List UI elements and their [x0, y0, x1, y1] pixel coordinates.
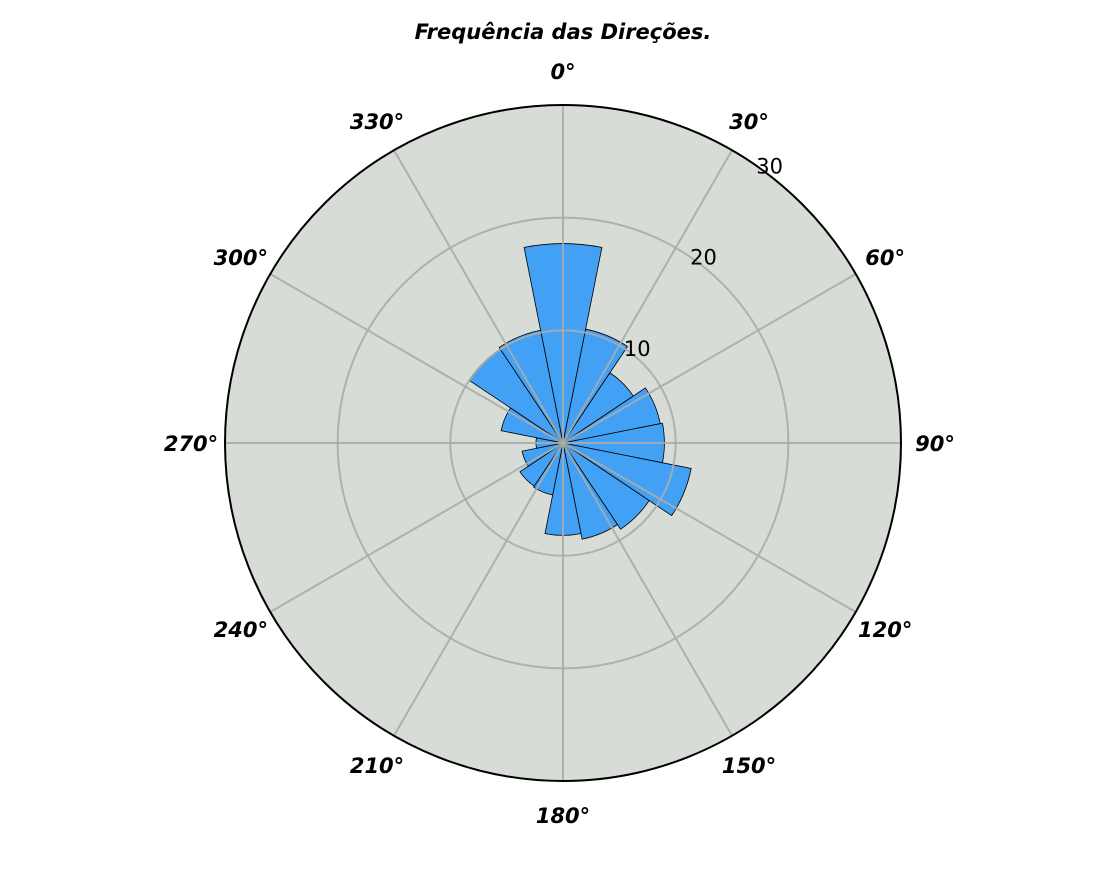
- r-tick-label-1: 20: [690, 246, 717, 270]
- theta-grid-line-1: [562, 149, 733, 444]
- theta-label-2: 60°: [865, 246, 905, 270]
- theta-grid-line-10: [269, 273, 564, 444]
- theta-grid-line-4: [562, 442, 857, 613]
- grid: [225, 105, 901, 781]
- plot-outline: [224, 104, 902, 782]
- theta-label-0: 0°: [550, 60, 575, 84]
- bar-6: [562, 442, 650, 530]
- plot-frame: [224, 104, 902, 782]
- theta-label-3: 90°: [915, 432, 955, 456]
- chart-title: Frequência das Direções.: [414, 20, 712, 44]
- theta-label-11: 330°: [350, 110, 404, 134]
- labels: 0° 30° 60° 90° 120° 150° 180° 210° 240° 270° 300° 3…: [164, 60, 955, 828]
- theta-label-8: 240°: [214, 618, 268, 642]
- theta-label-6: 180°: [536, 804, 590, 828]
- theta-label-9: 270°: [164, 432, 218, 456]
- theta-grid-line-8: [269, 442, 564, 613]
- theta-grid-line-7: [393, 442, 564, 737]
- theta-grid-line-2: [562, 273, 857, 444]
- theta-label-7: 210°: [350, 754, 404, 778]
- theta-grid-line-11: [393, 149, 564, 444]
- theta-label-4: 120°: [858, 618, 912, 642]
- r-tick-label-0: 10: [624, 337, 651, 361]
- bar-10: [519, 442, 564, 487]
- r-tick-label-2: 30: [756, 155, 783, 179]
- theta-label-5: 150°: [722, 754, 776, 778]
- theta-grid-line-5: [562, 442, 733, 737]
- theta-label-10: 300°: [214, 246, 268, 270]
- theta-label-1: 30°: [729, 110, 769, 134]
